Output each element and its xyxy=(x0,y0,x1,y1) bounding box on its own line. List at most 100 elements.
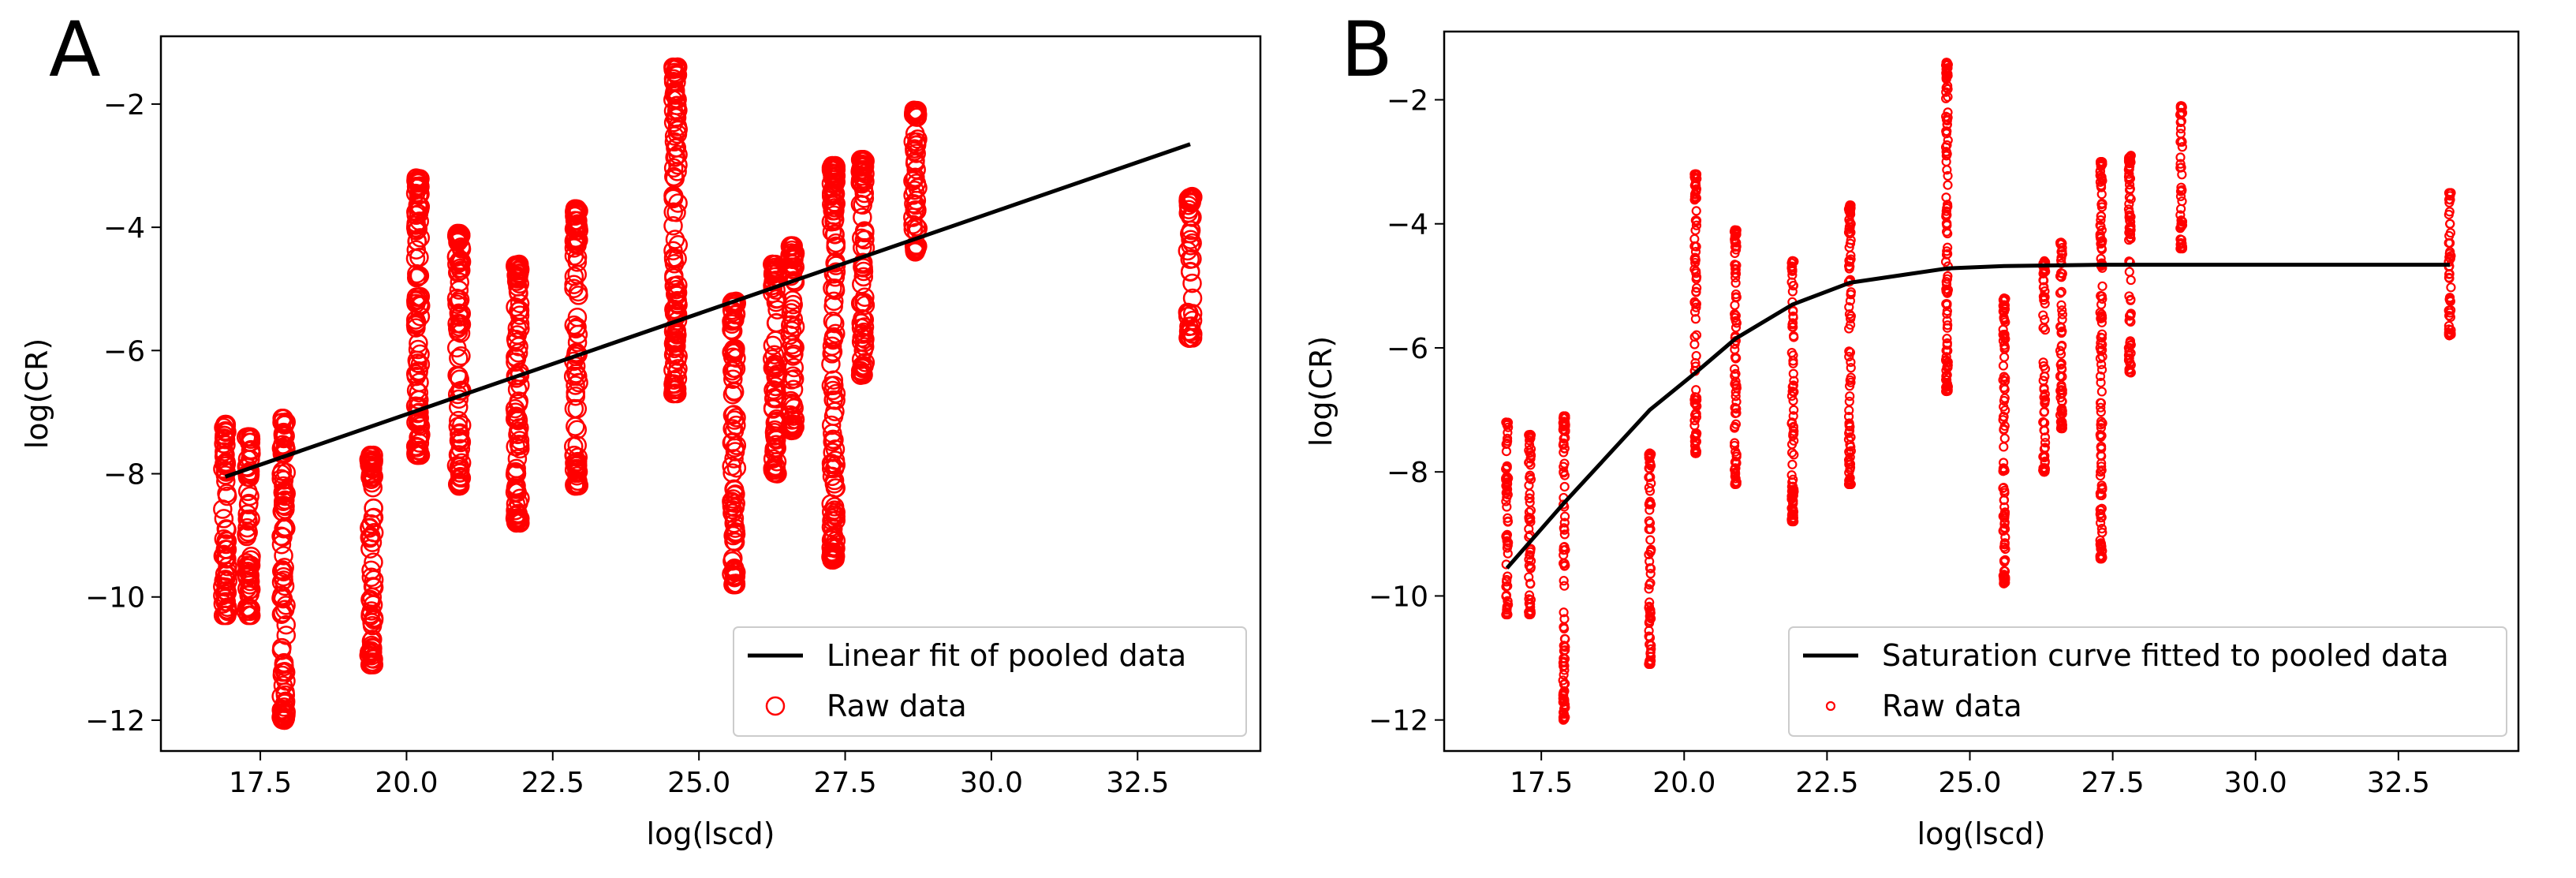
raw-data-point xyxy=(822,548,842,568)
raw-data-point xyxy=(1999,495,2009,506)
raw-data-point xyxy=(1559,517,1570,528)
raw-data-point xyxy=(853,364,873,385)
raw-data-point xyxy=(446,247,467,267)
raw-data-point xyxy=(853,207,872,227)
raw-data-point xyxy=(407,350,427,371)
raw-data-point xyxy=(1730,260,1740,270)
raw-data-point xyxy=(1788,474,1798,485)
y-tick-label: −6 xyxy=(103,335,145,368)
raw-data-point xyxy=(1789,332,1799,342)
raw-data-point xyxy=(2177,244,2188,254)
raw-data-point xyxy=(1845,261,1855,272)
raw-data-point xyxy=(2056,405,2066,415)
raw-data-point xyxy=(1846,200,1856,211)
raw-data-point xyxy=(2445,296,2455,306)
raw-data-point xyxy=(2096,346,2107,357)
raw-data-point xyxy=(854,356,874,376)
raw-data-point xyxy=(1942,370,1952,380)
raw-data-point xyxy=(1844,396,1854,407)
legend-box xyxy=(733,626,1247,737)
panel-a: A 17.5 20.0 22.5 25.0 27.5 30.0 32.5 −2 −4 −6 −8 −10… xyxy=(20,6,1262,851)
raw-data-point xyxy=(241,427,261,447)
raw-data-point xyxy=(663,215,683,236)
raw-data-point xyxy=(1845,473,1855,483)
raw-data-point xyxy=(508,255,528,275)
raw-data-point xyxy=(1524,572,1534,582)
raw-data-point xyxy=(2096,524,2107,534)
raw-data-point xyxy=(1789,405,1799,415)
raw-data-point xyxy=(1789,450,1799,460)
raw-data-point xyxy=(2443,188,2455,198)
raw-data-point xyxy=(1646,644,1656,654)
x-tick-label: 30.0 xyxy=(2224,767,2287,799)
raw-data-point xyxy=(2096,215,2106,226)
raw-data-point xyxy=(1691,272,1702,282)
raw-data-point xyxy=(1730,380,1742,390)
raw-data-point xyxy=(822,336,842,357)
raw-data-point xyxy=(1730,473,1741,484)
raw-data-point xyxy=(853,267,874,287)
raw-data-point xyxy=(1943,135,1953,145)
raw-data-point xyxy=(1845,375,1855,386)
raw-data-point xyxy=(568,366,588,387)
raw-data-point xyxy=(1846,290,1856,300)
raw-data-point xyxy=(823,443,842,462)
raw-data-point xyxy=(448,224,468,245)
raw-data-point xyxy=(1941,277,1951,287)
raw-data-point xyxy=(2056,341,2066,352)
raw-data-point xyxy=(2038,322,2049,333)
raw-data-point xyxy=(724,358,744,379)
raw-data-point xyxy=(273,527,293,547)
raw-data-point xyxy=(1941,83,1951,93)
raw-data-point xyxy=(2445,312,2456,323)
raw-data-point xyxy=(1999,302,2009,313)
raw-data-point xyxy=(663,360,683,380)
raw-data-point xyxy=(1501,531,1511,541)
raw-data-point xyxy=(826,157,846,177)
raw-data-point xyxy=(1645,535,1656,545)
raw-data-point xyxy=(274,566,293,587)
raw-data-point xyxy=(1844,224,1854,234)
raw-data-point xyxy=(1559,607,1569,618)
raw-data-point xyxy=(667,349,687,370)
raw-data-point xyxy=(905,167,925,188)
raw-data-point xyxy=(783,379,804,400)
raw-data-point xyxy=(272,461,293,481)
raw-data-point xyxy=(663,69,684,89)
raw-data-point xyxy=(1941,147,1951,157)
raw-data-point xyxy=(2446,282,2456,293)
raw-data-point xyxy=(2125,174,2136,184)
raw-data-point xyxy=(566,364,586,383)
raw-data-point xyxy=(1731,353,1742,363)
raw-data-point xyxy=(664,166,684,187)
raw-data-point xyxy=(1941,93,1951,103)
raw-data-point xyxy=(507,325,528,345)
raw-data-point xyxy=(217,520,237,540)
y-tick-label: −2 xyxy=(103,89,145,121)
raw-data-point xyxy=(1730,293,1742,303)
raw-data-point xyxy=(1943,60,1953,70)
raw-data-point xyxy=(508,503,528,524)
raw-data-point xyxy=(764,357,785,376)
raw-data-point xyxy=(1788,510,1798,521)
raw-data-point xyxy=(1845,347,1856,357)
raw-data-point xyxy=(2096,490,2107,501)
raw-data-point xyxy=(1942,300,1952,310)
raw-data-point xyxy=(1998,466,2008,476)
raw-data-point xyxy=(1525,556,1536,566)
raw-data-point xyxy=(821,160,842,180)
raw-data-point xyxy=(2124,192,2134,203)
raw-data-point xyxy=(447,365,467,385)
raw-data-point xyxy=(1730,419,1742,429)
raw-data-point xyxy=(2124,212,2134,222)
raw-data-point xyxy=(1560,712,1570,723)
raw-data-point xyxy=(1999,540,2010,550)
raw-data-point xyxy=(2096,420,2106,430)
raw-data-point xyxy=(237,517,257,538)
raw-data-point xyxy=(824,470,845,491)
raw-data-point xyxy=(2125,232,2135,243)
raw-data-point xyxy=(1846,363,1856,373)
raw-data-point xyxy=(1998,511,2008,521)
raw-data-point xyxy=(214,570,233,591)
raw-data-point xyxy=(822,502,842,522)
